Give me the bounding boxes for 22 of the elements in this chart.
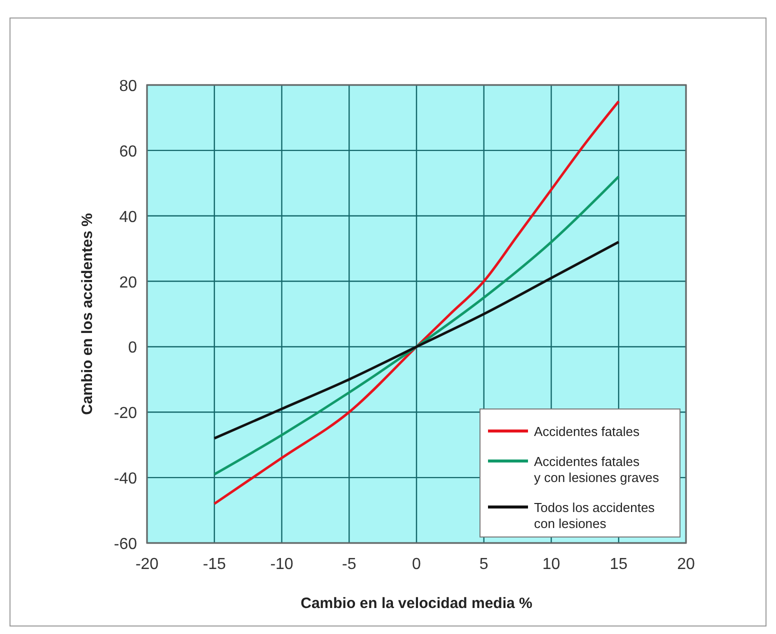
x-tick-label: 20 bbox=[677, 556, 695, 573]
x-tick-label: 15 bbox=[610, 556, 628, 573]
x-tick-label: 10 bbox=[542, 556, 560, 573]
y-tick-label: 80 bbox=[119, 78, 138, 95]
y-tick-label: 20 bbox=[119, 274, 138, 292]
legend-label: Accidentes fatales bbox=[534, 424, 640, 439]
legend-label: Todos los accidentes con lesiones bbox=[534, 500, 656, 531]
y-tick-label: 40 bbox=[119, 208, 138, 226]
y-tick-label: 0 bbox=[128, 340, 138, 357]
x-tick-label: -15 bbox=[202, 556, 226, 573]
legend-label: Accidentes fatales y con lesiones graves bbox=[534, 454, 660, 485]
x-tick-label: -10 bbox=[270, 556, 294, 573]
y-tick-label: -20 bbox=[114, 405, 138, 422]
x-tick-label: -5 bbox=[342, 556, 356, 573]
y-tick-label: -60 bbox=[114, 536, 138, 553]
x-axis-title: Cambio en la velocidad media % bbox=[300, 595, 532, 612]
y-axis-title: Cambio en los accidentes % bbox=[79, 213, 96, 415]
y-tick-label: 60 bbox=[119, 143, 138, 160]
x-tick-label: 0 bbox=[412, 556, 422, 573]
x-tick-label: 5 bbox=[479, 556, 488, 573]
y-tick-label: -40 bbox=[114, 470, 138, 488]
x-tick-label: -20 bbox=[135, 556, 159, 573]
